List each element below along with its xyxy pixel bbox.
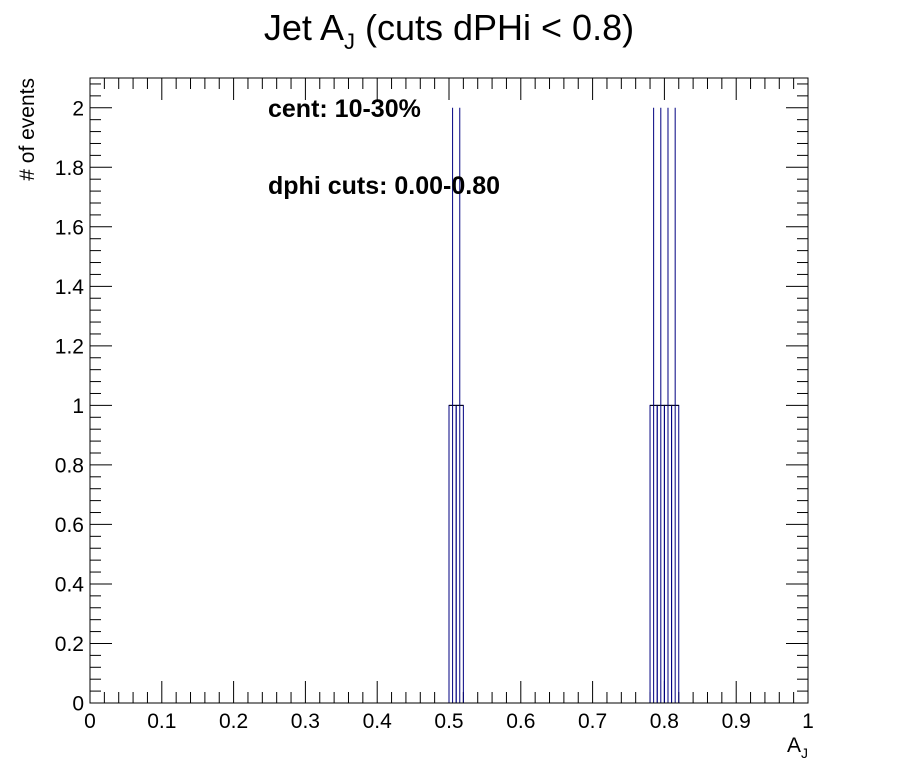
annotation-dphi-cuts: dphi cuts: 0.00-0.80 [268, 172, 500, 200]
x-tick-label: 0.7 [578, 710, 607, 733]
x-tick-label: 0.3 [291, 710, 320, 733]
y-tick-label: 2 [72, 97, 84, 120]
y-tick-label: 1.2 [55, 335, 84, 358]
x-axis-label: AJ [787, 734, 808, 761]
x-axis-label-subscript: J [801, 745, 808, 761]
axis-ticks [89, 78, 809, 704]
y-tick-label: 0.2 [55, 633, 84, 656]
x-tick-label: 0.2 [219, 710, 248, 733]
title-subscript: J [344, 29, 355, 54]
x-tick-labels: 0 0.1 0.2 0.3 0.4 0.5 0.6 0.7 0.8 0.9 1 [84, 710, 814, 733]
y-tick-label: 1.8 [55, 157, 84, 180]
x-tick-label: 0 [84, 710, 96, 733]
y-tick-label: 0.6 [55, 514, 84, 537]
y-tick-label: 0.8 [55, 454, 84, 477]
y-tick-label: 1 [72, 395, 84, 418]
x-tick-label: 0.6 [506, 710, 535, 733]
x-tick-label: 0.8 [650, 710, 679, 733]
title-main: Jet A [264, 7, 344, 48]
y-tick-label: 1.6 [55, 216, 84, 239]
x-tick-label: 0.9 [722, 710, 751, 733]
y-tick-label: 0 [72, 693, 84, 716]
chart-title: Jet AJ (cuts dPHi < 0.8) [264, 7, 634, 54]
y-tick-labels: 0 0.2 0.4 0.6 0.8 1 1.2 1.4 1.6 1.8 2 [55, 97, 85, 715]
x-tick-label: 0.1 [147, 710, 176, 733]
y-axis-label: # of events [16, 78, 39, 181]
y-tick-label: 1.4 [55, 276, 85, 299]
x-tick-label: 0.4 [363, 710, 393, 733]
annotation-centrality: cent: 10-30% [268, 95, 421, 123]
x-axis-label-main: A [787, 734, 801, 757]
y-tick-label: 0.4 [55, 573, 85, 596]
x-tick-label: 0.5 [434, 710, 463, 733]
x-tick-label: 1 [802, 710, 814, 733]
title-rest: (cuts dPHi < 0.8) [355, 7, 634, 48]
plot-frame [89, 77, 809, 704]
